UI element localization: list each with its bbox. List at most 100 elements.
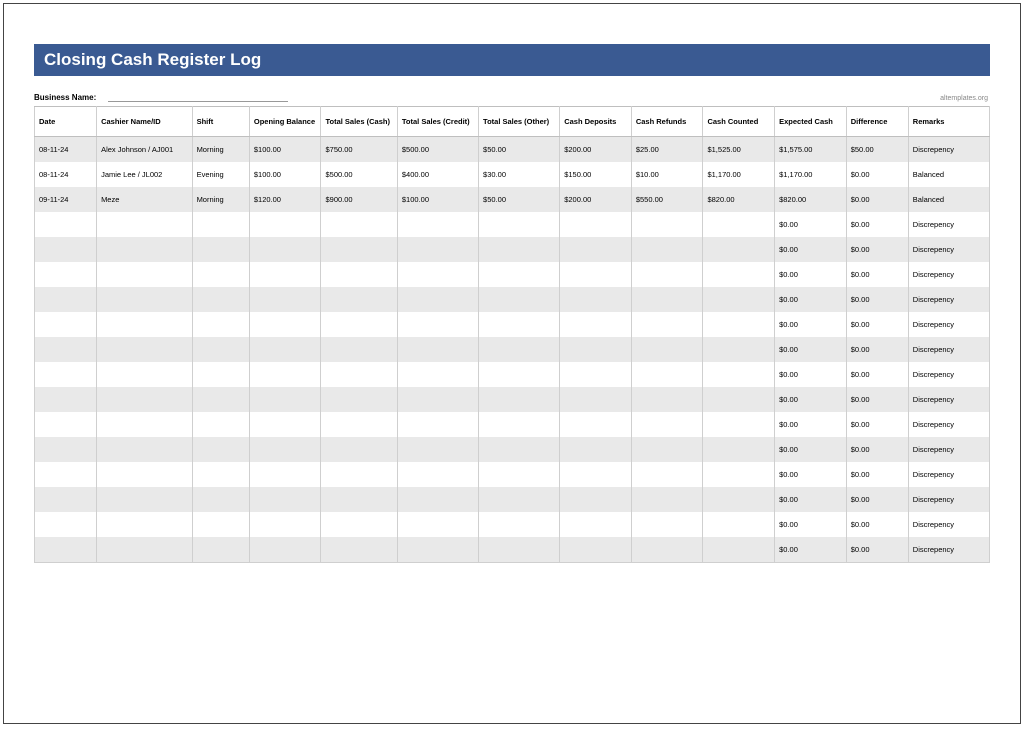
table-cell[interactable]: $1,525.00 (703, 137, 775, 163)
table-cell[interactable]: $0.00 (775, 512, 847, 537)
table-cell[interactable]: $820.00 (703, 187, 775, 212)
table-cell[interactable] (703, 237, 775, 262)
table-cell[interactable] (397, 262, 478, 287)
table-cell[interactable]: Discrepency (908, 437, 989, 462)
table-cell[interactable]: $0.00 (846, 387, 908, 412)
table-cell[interactable] (192, 312, 249, 337)
table-cell[interactable] (397, 212, 478, 237)
table-cell[interactable] (192, 487, 249, 512)
table-cell[interactable]: $120.00 (249, 187, 321, 212)
table-cell[interactable] (321, 337, 397, 362)
table-cell[interactable] (35, 237, 97, 262)
table-cell[interactable]: $0.00 (775, 212, 847, 237)
table-cell[interactable]: 09-11-24 (35, 187, 97, 212)
table-cell[interactable]: Discrepency (908, 337, 989, 362)
table-cell[interactable]: Discrepency (908, 362, 989, 387)
table-cell[interactable]: $0.00 (846, 462, 908, 487)
table-cell[interactable]: $10.00 (631, 162, 703, 187)
table-cell[interactable] (703, 287, 775, 312)
table-cell[interactable] (192, 512, 249, 537)
table-cell[interactable] (479, 337, 560, 362)
table-cell[interactable] (35, 312, 97, 337)
table-cell[interactable] (321, 262, 397, 287)
table-cell[interactable]: Balanced (908, 162, 989, 187)
table-cell[interactable] (321, 312, 397, 337)
table-cell[interactable] (97, 487, 193, 512)
table-cell[interactable] (703, 512, 775, 537)
table-cell[interactable]: $0.00 (846, 187, 908, 212)
table-cell[interactable]: $900.00 (321, 187, 397, 212)
table-cell[interactable] (560, 412, 632, 437)
table-cell[interactable] (560, 437, 632, 462)
table-cell[interactable] (703, 437, 775, 462)
table-cell[interactable] (631, 437, 703, 462)
table-cell[interactable] (631, 412, 703, 437)
table-cell[interactable] (97, 437, 193, 462)
table-cell[interactable]: Discrepency (908, 237, 989, 262)
table-cell[interactable]: $750.00 (321, 137, 397, 163)
business-name-input[interactable] (108, 90, 288, 102)
table-cell[interactable] (703, 362, 775, 387)
table-cell[interactable]: $100.00 (397, 187, 478, 212)
table-cell[interactable]: $30.00 (479, 162, 560, 187)
table-cell[interactable] (631, 262, 703, 287)
table-cell[interactable] (35, 212, 97, 237)
table-cell[interactable]: $1,170.00 (703, 162, 775, 187)
table-cell[interactable]: $0.00 (775, 387, 847, 412)
table-cell[interactable] (97, 412, 193, 437)
table-cell[interactable] (35, 462, 97, 487)
table-cell[interactable] (321, 437, 397, 462)
table-cell[interactable]: $0.00 (846, 337, 908, 362)
table-cell[interactable] (397, 462, 478, 487)
table-cell[interactable] (97, 462, 193, 487)
table-cell[interactable]: Morning (192, 137, 249, 163)
table-cell[interactable] (397, 312, 478, 337)
table-cell[interactable]: $0.00 (775, 262, 847, 287)
table-cell[interactable]: $820.00 (775, 187, 847, 212)
table-cell[interactable] (192, 237, 249, 262)
table-cell[interactable] (192, 537, 249, 563)
table-cell[interactable] (97, 237, 193, 262)
table-cell[interactable]: $0.00 (775, 337, 847, 362)
table-cell[interactable]: $0.00 (846, 162, 908, 187)
table-cell[interactable] (35, 287, 97, 312)
table-cell[interactable] (321, 387, 397, 412)
table-cell[interactable]: $1,170.00 (775, 162, 847, 187)
table-cell[interactable] (249, 362, 321, 387)
table-cell[interactable] (397, 237, 478, 262)
table-cell[interactable]: $50.00 (846, 137, 908, 163)
table-cell[interactable] (35, 412, 97, 437)
table-cell[interactable] (560, 312, 632, 337)
table-cell[interactable] (479, 212, 560, 237)
table-cell[interactable] (321, 412, 397, 437)
table-cell[interactable]: $550.00 (631, 187, 703, 212)
table-cell[interactable] (249, 512, 321, 537)
table-cell[interactable]: $0.00 (775, 312, 847, 337)
table-cell[interactable]: $0.00 (775, 437, 847, 462)
table-cell[interactable] (631, 487, 703, 512)
table-cell[interactable] (35, 437, 97, 462)
table-cell[interactable] (397, 512, 478, 537)
table-cell[interactable]: $0.00 (846, 437, 908, 462)
table-cell[interactable] (631, 312, 703, 337)
table-cell[interactable]: $50.00 (479, 137, 560, 163)
table-cell[interactable] (560, 387, 632, 412)
table-cell[interactable]: Discrepency (908, 512, 989, 537)
table-cell[interactable] (321, 512, 397, 537)
table-cell[interactable] (703, 412, 775, 437)
table-cell[interactable] (479, 537, 560, 563)
table-cell[interactable]: Discrepency (908, 312, 989, 337)
table-cell[interactable]: $100.00 (249, 137, 321, 163)
table-cell[interactable]: Discrepency (908, 387, 989, 412)
table-cell[interactable]: $200.00 (560, 187, 632, 212)
table-cell[interactable] (249, 462, 321, 487)
table-cell[interactable] (631, 212, 703, 237)
table-cell[interactable] (249, 262, 321, 287)
table-cell[interactable]: $50.00 (479, 187, 560, 212)
table-cell[interactable] (631, 387, 703, 412)
table-cell[interactable]: $0.00 (846, 512, 908, 537)
table-cell[interactable]: Discrepency (908, 262, 989, 287)
table-cell[interactable] (631, 537, 703, 563)
table-cell[interactable] (97, 212, 193, 237)
table-cell[interactable] (397, 287, 478, 312)
